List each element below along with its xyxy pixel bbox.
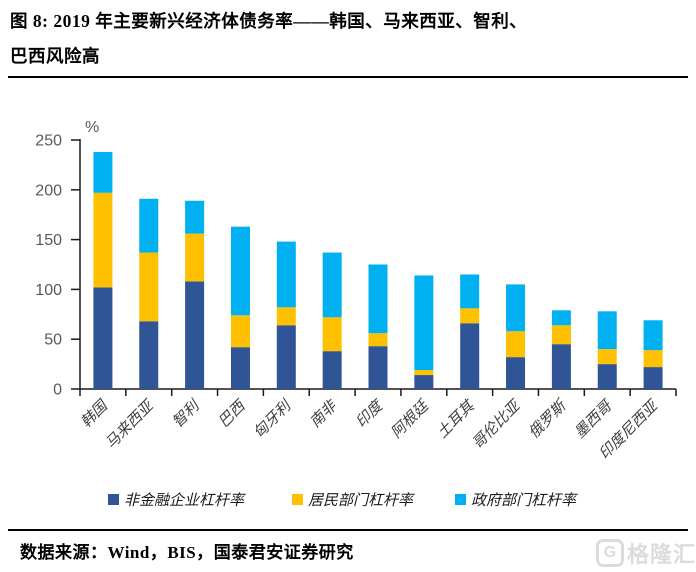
bar-segment xyxy=(597,349,617,365)
x-category-label: 韩国 xyxy=(78,396,113,431)
bar-segment xyxy=(93,192,113,288)
x-category-label: 印度 xyxy=(353,396,388,431)
bar-segment xyxy=(643,320,663,351)
y-axis-unit-label: % xyxy=(85,119,99,136)
legend-label: 居民部门杠杆率 xyxy=(308,492,415,509)
bar-segment xyxy=(414,275,434,371)
bar-segment xyxy=(185,200,205,234)
bar-segment xyxy=(230,315,250,348)
legend-label: 非金融企业杠杆率 xyxy=(124,492,246,509)
footer-divider xyxy=(8,529,688,531)
bar-segment xyxy=(551,325,571,345)
gelonghui-logo-icon: G xyxy=(595,539,624,567)
y-tick-label: 0 xyxy=(53,382,62,399)
x-category-label: 阿根廷 xyxy=(388,396,433,441)
bar-segment xyxy=(276,307,296,326)
bar-segment xyxy=(230,226,250,316)
legend-swatch xyxy=(108,494,119,505)
y-tick-label: 100 xyxy=(35,282,62,299)
x-category-label: 匈牙利 xyxy=(250,396,295,441)
bar-segment xyxy=(93,287,113,389)
x-category-label: 巴西 xyxy=(216,397,250,431)
bar-segment xyxy=(643,350,663,368)
gelonghui-watermark: G 格隆汇 xyxy=(595,537,696,569)
x-category-label: 墨西哥 xyxy=(572,397,617,442)
bar-segment xyxy=(322,252,342,318)
x-category-label: 俄罗斯 xyxy=(525,396,571,442)
bar-segment xyxy=(506,331,526,358)
bar-segment xyxy=(322,317,342,352)
bar-segment xyxy=(368,264,388,334)
gelonghui-watermark-text: 格隆汇 xyxy=(626,542,696,567)
bar-segment xyxy=(460,308,480,324)
bar-segment xyxy=(643,367,663,389)
bar-segment xyxy=(368,346,388,389)
bar-segment xyxy=(460,323,480,389)
bar-segment xyxy=(139,321,159,389)
bar-segment xyxy=(139,198,159,253)
bar-segment xyxy=(230,347,250,389)
x-category-label: 土耳其 xyxy=(434,396,479,441)
data-source: 数据来源：Wind，BIS，国泰君安证券研究 xyxy=(20,543,354,562)
bar-segment xyxy=(185,281,205,389)
figure-title: 图 8: 2019 年主要新兴经济体债务率——韩国、马来西亚、智利、 巴西风险高 xyxy=(10,4,690,74)
bar-segment xyxy=(551,310,571,326)
bar-segment xyxy=(506,357,526,389)
bar-segment xyxy=(551,344,571,389)
bar-segment xyxy=(368,333,388,347)
figure-title-line2: 巴西风险高 xyxy=(10,46,100,66)
legend-swatch xyxy=(292,494,303,505)
bar-segment xyxy=(506,284,526,332)
legend-label: 政府部门杠杆率 xyxy=(471,492,578,509)
x-category-label: 马来西亚 xyxy=(102,396,158,452)
bar-segment xyxy=(185,233,205,282)
x-category-label: 智利 xyxy=(169,396,204,431)
y-tick-label: 150 xyxy=(35,232,62,249)
bar-segment xyxy=(414,370,434,376)
legend-swatch xyxy=(455,494,466,505)
x-category-label: 哥伦比亚 xyxy=(469,396,525,452)
bar-segment xyxy=(597,311,617,350)
bar-segment xyxy=(139,252,159,322)
y-tick-label: 200 xyxy=(35,182,62,199)
bar-segment xyxy=(276,241,296,308)
bar-segment xyxy=(460,274,480,309)
x-category-label: 南非 xyxy=(307,396,342,431)
title-divider xyxy=(8,76,688,78)
bar-segment xyxy=(276,325,296,389)
bar-segment xyxy=(414,375,434,389)
bar-segment xyxy=(93,151,113,193)
bar-segment xyxy=(322,351,342,389)
figure-title-line1: 图 8: 2019 年主要新兴经济体债务率——韩国、马来西亚、智利、 xyxy=(10,11,528,31)
bar-segment xyxy=(597,364,617,389)
y-tick-label: 50 xyxy=(44,332,62,349)
y-tick-label: 250 xyxy=(35,133,62,150)
